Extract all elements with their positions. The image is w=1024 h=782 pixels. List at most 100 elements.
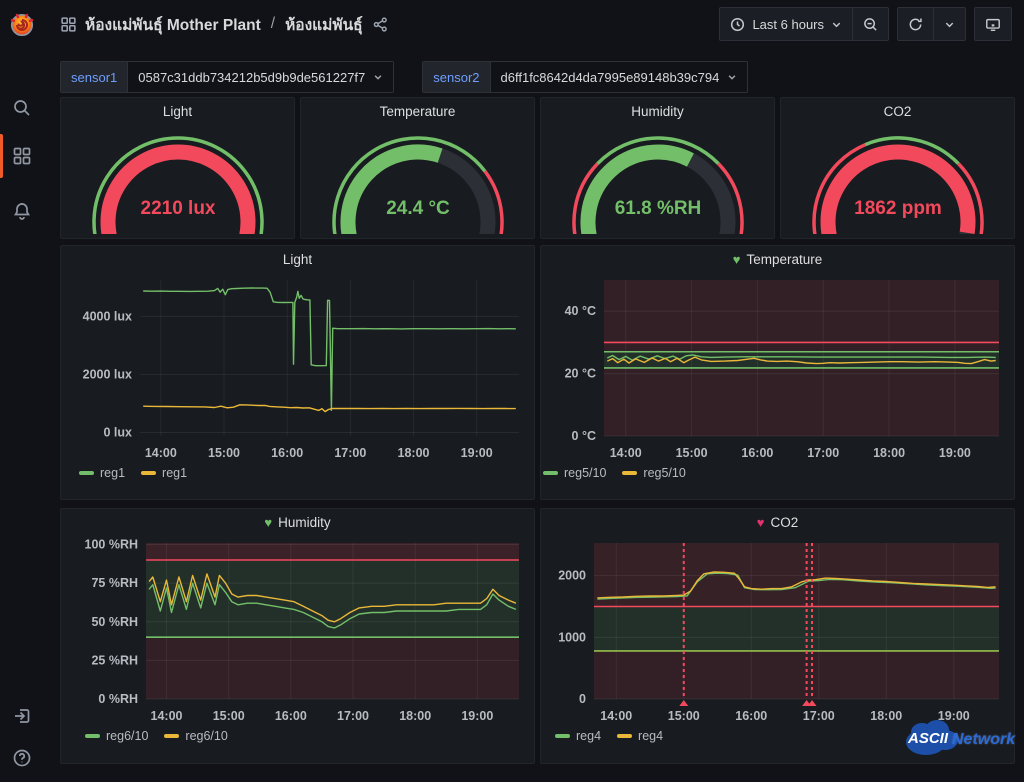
nav-toolbar: Last 6 hours: [719, 7, 1012, 41]
x-axis-tick-label: 14:00: [145, 446, 177, 460]
time-controls: Last 6 hours: [719, 7, 889, 41]
legend-series-label: reg5/10: [564, 466, 607, 480]
gauge-canvas: 1862 ppm: [811, 136, 984, 234]
refresh-button[interactable]: [897, 7, 934, 41]
x-axis-tick-label: 14:00: [600, 709, 632, 723]
panel-title[interactable]: Light: [162, 103, 193, 119]
x-axis-tick-label: 15:00: [676, 446, 708, 460]
legend-series-label: reg1: [100, 466, 126, 480]
refresh-interval-dropdown[interactable]: [934, 7, 966, 41]
time-range-picker[interactable]: Last 6 hours: [719, 7, 853, 41]
gauge-value: 61.8 %RH: [614, 198, 701, 219]
search-icon: [14, 100, 30, 116]
sidebar-item-search[interactable]: [0, 90, 44, 126]
breadcrumb-folder[interactable]: ห้องแม่พันธุ์ Mother Plant: [85, 16, 261, 34]
chart-humidity[interactable]: 0 %RH 25 %RH 50 %RH 75 %RH 100 %RH 14:00 15:00…: [61, 535, 534, 743]
legend-series-label: reg5/10: [643, 466, 686, 480]
x-axis-tick-label: 16:00: [735, 709, 767, 723]
grafana-logo[interactable]: [0, 8, 44, 42]
gauge-canvas: 61.8 %RH: [571, 136, 744, 234]
y-axis-tick-label: 1000: [558, 630, 586, 644]
panel-timeseries-co2: ♥ CO2 0 1000 2000 14:00 15:00 16:00 17:00 18:00…: [540, 508, 1015, 764]
chart-canvas[interactable]: 0 lux 2000 lux 4000 lux 14:00 15:00 16:00 17:0…: [68, 272, 527, 464]
kiosk-mode-button[interactable]: [974, 7, 1012, 41]
chart-co2[interactable]: 0 1000 2000 14:00 15:00 16:00 17:00 18:00 19:00 r…: [541, 535, 1014, 743]
help-icon: [13, 749, 31, 767]
y-axis-tick-label: 4000 lux: [83, 309, 132, 323]
sidebar-item-sign-in[interactable]: [0, 698, 44, 734]
panel-title[interactable]: Temperature: [379, 103, 456, 119]
sidebar-item-help[interactable]: [0, 740, 44, 776]
template-variables-row: sensor1 0587c31ddb734212b5d9b9de561227f7…: [60, 61, 749, 93]
x-axis-tick-label: 16:00: [275, 709, 307, 723]
x-axis-tick-label: 17:00: [807, 446, 839, 460]
x-axis-tick-label: 19:00: [461, 709, 493, 723]
variable-value-dropdown[interactable]: d6ff1fc8642d4da7995e89148b39c794: [490, 62, 748, 92]
dashboards-grid-icon: [13, 147, 31, 165]
legend-item[interactable]: reg5/10: [543, 466, 606, 480]
y-axis-tick-label: 2000 lux: [83, 367, 132, 381]
legend-item[interactable]: reg4: [555, 729, 601, 743]
y-axis-tick-label: 2000: [558, 569, 586, 583]
chevron-down-icon: [728, 75, 736, 80]
variable-value-dropdown[interactable]: 0587c31ddb734212b5d9b9de561227f7: [128, 62, 394, 92]
panel-gauge-co2: CO2 1862 ppm: [780, 97, 1015, 239]
panel-title[interactable]: Light: [61, 246, 534, 272]
legend-item[interactable]: reg6/10: [85, 729, 148, 743]
gauge-humidity: 61.8 %RH: [541, 124, 774, 234]
variable-label: sensor2: [423, 62, 491, 92]
panel-gauge-temperature: Temperature 24.4 °C: [300, 97, 535, 239]
panel-title[interactable]: ♥ Temperature: [541, 246, 1014, 272]
panel-timeseries-temperature: ♥ Temperature 0 °C 20 °C 40 °C 14:00 15:00 16…: [540, 245, 1015, 500]
variable-value: d6ff1fc8642d4da7995e89148b39c794: [500, 69, 720, 85]
gauge-value: 2210 lux: [140, 198, 215, 219]
legend-series-label: reg4: [576, 729, 602, 743]
chart-canvas[interactable]: 0 °C 20 °C 40 °C 14:00 15:00 16:00 17:00 18:00 1…: [548, 272, 1007, 464]
panel-title-text: Humidity: [278, 514, 331, 530]
legend-series-swatch: [85, 734, 100, 738]
active-section-indicator: [0, 134, 3, 178]
x-axis-tick-label: 14:00: [610, 446, 642, 460]
panel-title[interactable]: ♥ CO2: [541, 509, 1014, 535]
zoom-out-button[interactable]: [853, 7, 889, 41]
legend-series-label: reg6/10: [185, 729, 228, 743]
chart-light[interactable]: 0 lux 2000 lux 4000 lux 14:00 15:00 16:00 17:0…: [61, 272, 534, 480]
x-axis-tick-label: 16:00: [271, 446, 303, 460]
gauge-light: 2210 lux: [61, 124, 294, 234]
sidebar-item-dashboards[interactable]: [0, 138, 44, 174]
chart-temperature[interactable]: 0 °C 20 °C 40 °C 14:00 15:00 16:00 17:00 18:00 1…: [541, 272, 1014, 480]
refresh-icon: [909, 18, 922, 30]
breadcrumb-dashboard[interactable]: ห้องแม่พันธุ์: [285, 16, 363, 34]
share-icon[interactable]: [373, 16, 388, 32]
legend-series-swatch: [164, 734, 180, 738]
legend-series-label: reg4: [638, 729, 664, 743]
panel-title[interactable]: Humidity: [631, 103, 684, 119]
legend-item[interactable]: reg4: [617, 729, 663, 743]
legend-item[interactable]: reg1: [141, 466, 187, 480]
y-axis-tick-label: 25 %RH: [91, 653, 138, 667]
legend-series-swatch: [141, 471, 157, 475]
legend-series-swatch: [622, 471, 638, 475]
chevron-down-icon: [832, 22, 841, 27]
legend: reg5/10 reg5/10: [541, 464, 1014, 480]
chevron-down-icon: [945, 22, 954, 27]
refresh-controls: [897, 7, 966, 41]
legend-item[interactable]: reg5/10: [622, 466, 686, 480]
x-axis-tick-label: 15:00: [213, 709, 245, 723]
panel-timeseries-light: Light 0 lux 2000 lux 4000 lux 14:00 15:00 16:…: [60, 245, 535, 500]
sidebar: [0, 0, 44, 782]
alert-bell-icon: [13, 203, 31, 220]
chart-canvas[interactable]: 0 1000 2000 14:00 15:00 16:00 17:00 18:00 19:00: [548, 535, 1007, 727]
panel-title[interactable]: ♥ Humidity: [61, 509, 534, 535]
zoom-out-icon: [864, 17, 877, 31]
legend-item[interactable]: reg6/10: [164, 729, 228, 743]
panel-title[interactable]: CO2: [883, 103, 912, 119]
x-axis-tick-label: 19:00: [461, 446, 493, 460]
legend-item[interactable]: reg1: [79, 466, 125, 480]
legend-series-swatch: [555, 734, 570, 738]
sidebar-item-alerting[interactable]: [0, 193, 44, 229]
chart-canvas[interactable]: 0 %RH 25 %RH 50 %RH 75 %RH 100 %RH 14:00 15:00…: [68, 535, 527, 727]
grafana-logo-icon: [10, 13, 34, 37]
chevron-down-icon: [374, 75, 382, 80]
